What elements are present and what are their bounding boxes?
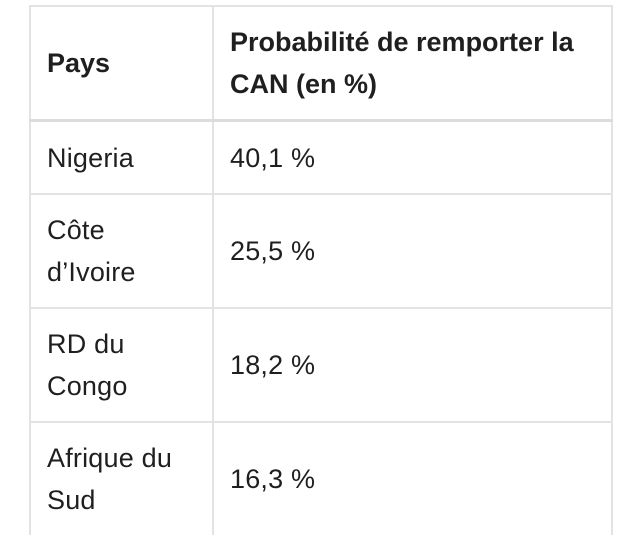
cell-probability: 40,1 %: [212, 119, 613, 195]
table-header-row: Pays Probabilité de remporter la CAN (en…: [29, 5, 613, 122]
header-probability: Probabilité de remporter la CAN (en %): [212, 5, 613, 122]
cell-country: Côte d’Ivoire: [29, 193, 214, 309]
table-row: Côte d’Ivoire 25,5 %: [29, 193, 613, 309]
cell-country: Nigeria: [29, 119, 214, 195]
header-country: Pays: [29, 5, 214, 122]
table-row: Afrique du Sud 16,3 %: [29, 421, 613, 535]
cell-probability: 18,2 %: [212, 307, 613, 423]
table-row: RD du Congo 18,2 %: [29, 307, 613, 423]
probability-table: Pays Probabilité de remporter la CAN (en…: [29, 5, 613, 545]
cell-probability: 16,3 %: [212, 421, 613, 535]
cell-probability: 25,5 %: [212, 193, 613, 309]
data-table: Pays Probabilité de remporter la CAN (en…: [29, 5, 613, 535]
cell-country: RD du Congo: [29, 307, 214, 423]
cell-country: Afrique du Sud: [29, 421, 214, 535]
table-row: Nigeria 40,1 %: [29, 119, 613, 195]
